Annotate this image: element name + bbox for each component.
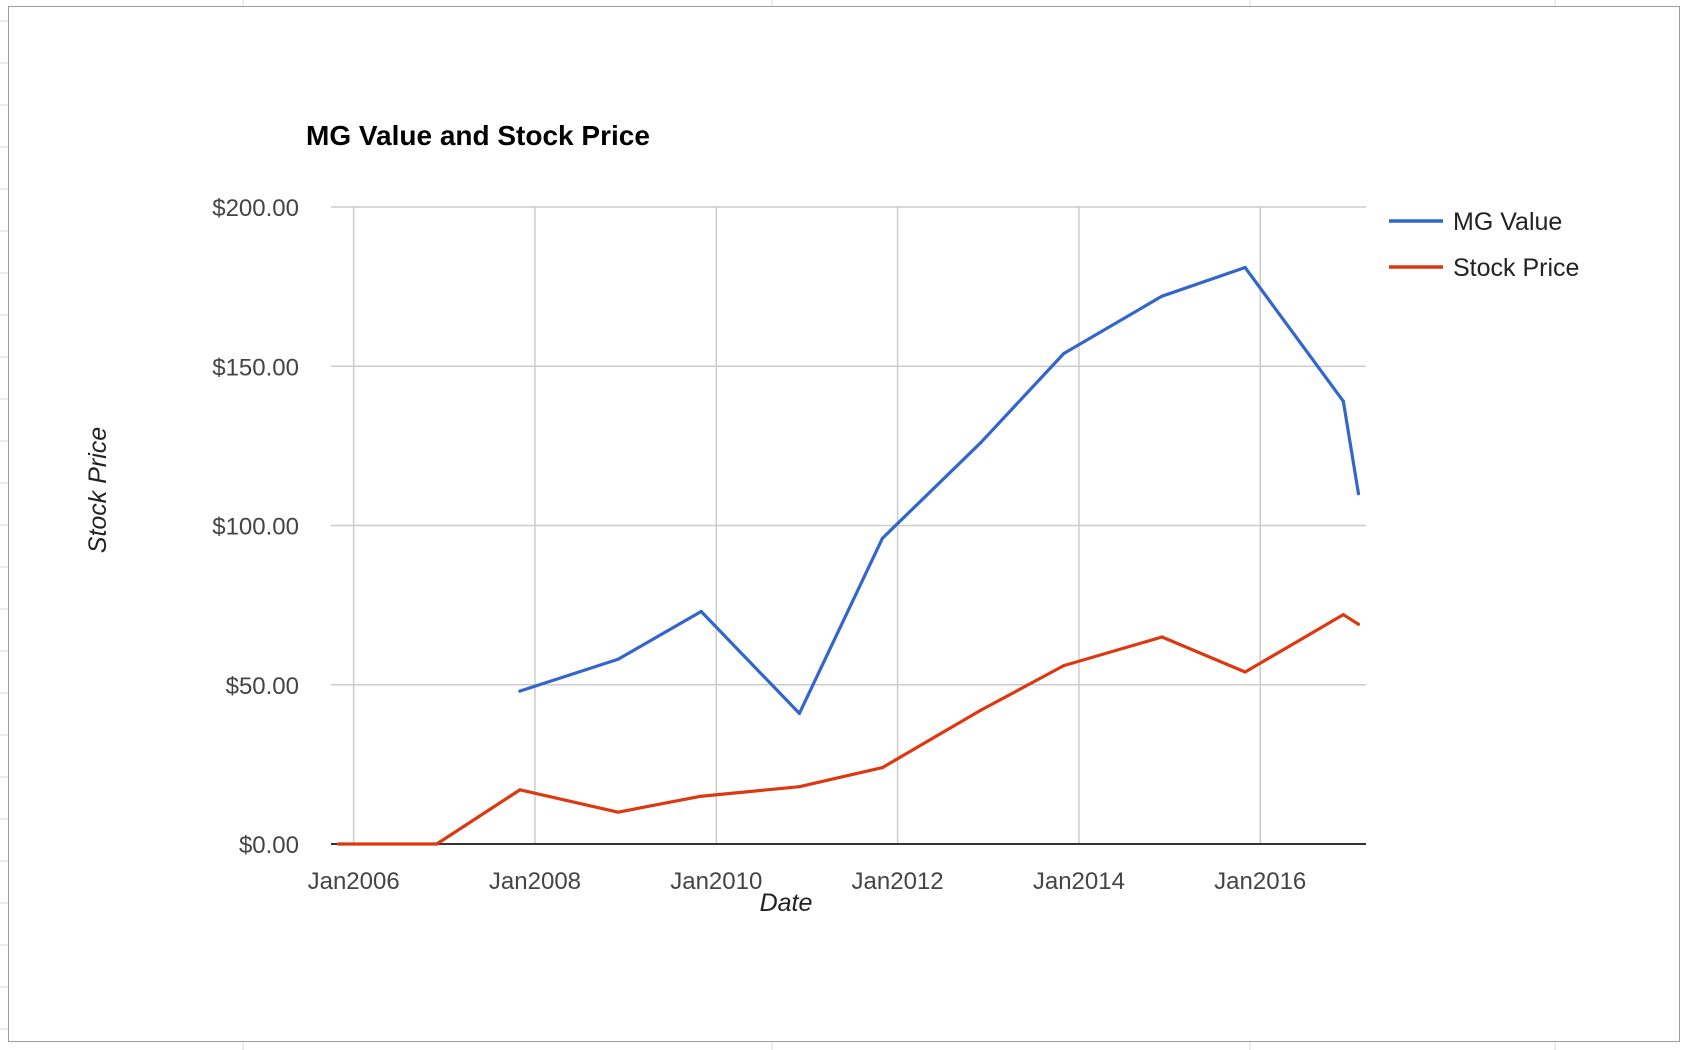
- data-point-stock-price: [1341, 613, 1345, 617]
- legend-label-stock-price: Stock Price: [1453, 254, 1579, 282]
- data-point-mg-value: [699, 609, 703, 614]
- series-line-stock-price: [338, 613, 1360, 846]
- tick-labels: $0.00 $50.00 $100.00 $150.00 $200.00 Jan2006 J…: [212, 195, 1306, 895]
- data-point-stock-price: [797, 785, 801, 789]
- data-point-stock-price: [699, 794, 703, 798]
- legend: MG Value Stock Price: [1389, 208, 1579, 282]
- data-point-stock-price: [435, 842, 439, 846]
- y-tick-label: $100.00: [212, 514, 299, 541]
- data-point-mg-value: [1356, 492, 1361, 496]
- series-lines: [336, 265, 1361, 846]
- data-point-stock-price: [1062, 664, 1066, 668]
- x-axis-title: Date: [760, 889, 813, 917]
- data-point-mg-value: [979, 441, 983, 445]
- x-tick-label: Jan2006: [308, 868, 400, 895]
- x-tick-label: Jan2010: [670, 868, 762, 895]
- chart-container[interactable]: $0.00 $50.00 $100.00 $150.00 $200.00 Jan2006 J…: [8, 6, 1680, 1042]
- data-point-mg-value: [1341, 399, 1345, 403]
- data-point-mg-value: [1160, 294, 1164, 298]
- data-point-mg-value: [1243, 265, 1247, 270]
- x-tick-label: Jan2008: [489, 868, 581, 895]
- chart-title: MG Value and Stock Price: [306, 120, 650, 151]
- data-point-stock-price: [979, 708, 983, 712]
- line-chart: $0.00 $50.00 $100.00 $150.00 $200.00 Jan2006 J…: [84, 120, 1579, 917]
- data-point-stock-price: [1356, 622, 1361, 626]
- data-point-mg-value: [1062, 351, 1066, 356]
- gridlines: [331, 206, 1366, 844]
- x-tick-label: Jan2016: [1214, 868, 1306, 895]
- data-point-mg-value: [616, 657, 620, 661]
- y-tick-label: $200.00: [212, 195, 299, 222]
- data-point-stock-price: [616, 810, 620, 814]
- x-tick-label: Jan2012: [852, 868, 944, 895]
- data-point-stock-price: [880, 765, 885, 770]
- data-point-stock-price: [518, 788, 522, 792]
- series-mg-value: [518, 265, 1361, 716]
- data-point-mg-value: [797, 711, 801, 716]
- y-tick-label: $50.00: [226, 673, 299, 700]
- data-point-mg-value: [880, 536, 885, 540]
- y-tick-label: $150.00: [212, 354, 299, 381]
- data-point-stock-price: [1160, 635, 1164, 639]
- legend-label-mg-value: MG Value: [1453, 208, 1562, 236]
- x-tick-label: Jan2014: [1033, 868, 1125, 895]
- series-line-mg-value: [519, 265, 1361, 716]
- y-axis-title: Stock Price: [84, 427, 112, 553]
- data-point-stock-price: [336, 842, 341, 846]
- series-stock-price: [336, 613, 1361, 846]
- data-point-stock-price: [1243, 670, 1247, 674]
- data-point-mg-value: [518, 689, 522, 693]
- y-tick-label: $0.00: [239, 832, 299, 859]
